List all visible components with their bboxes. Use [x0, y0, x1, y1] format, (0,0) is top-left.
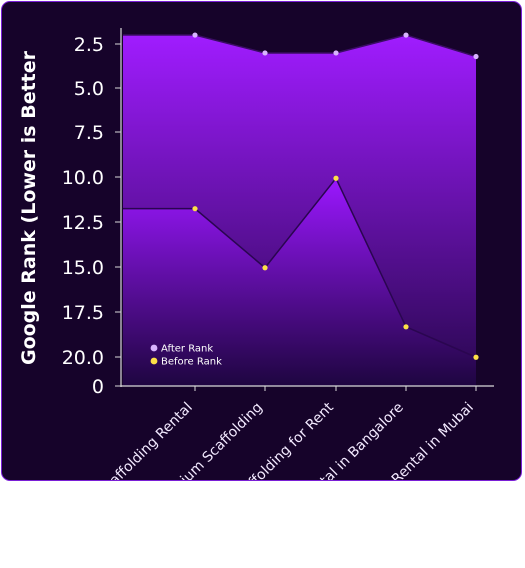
- before-rank-point: [473, 354, 479, 360]
- y-tick-label: 17.5: [62, 302, 104, 324]
- after-rank-point: [333, 50, 339, 56]
- before-rank-point: [403, 324, 409, 330]
- y-axis-label: Google Rank (Lower is Better: [18, 50, 40, 365]
- y-tick-label: 12.5: [62, 212, 104, 234]
- y-tick-label: 2.5: [74, 34, 104, 56]
- y-tick-label: 5.0: [74, 78, 104, 100]
- y-tick-label: 20.0: [62, 347, 104, 369]
- y-tick-label: 7.5: [74, 122, 104, 144]
- line-after-rank: [123, 34, 477, 58]
- area-before-rank: [123, 178, 476, 386]
- x-tick-label: Premium Scaffolding: [152, 400, 266, 481]
- after-rank-point: [403, 32, 409, 38]
- x-tick-label: Scaffolding Rental: [95, 400, 196, 481]
- chart-card: 2.5 5.0 7.5 10.0 12.5 15.0 17.5 20.0 0 Scaffoldi…: [1, 1, 522, 481]
- after-rank-point: [473, 53, 479, 60]
- legend-label: After Rank: [161, 344, 213, 355]
- y-tick-label: 15.0: [62, 257, 104, 279]
- rank-chart: 2.5 5.0 7.5 10.0 12.5 15.0 17.5 20.0 0 Scaffoldi…: [18, 28, 494, 481]
- before-rank-point: [192, 206, 198, 212]
- after-rank-point: [262, 50, 268, 56]
- legend-label: Before Rank: [161, 357, 222, 368]
- legend-marker: [150, 344, 158, 352]
- line-before-rank: [123, 176, 477, 358]
- after-rank-point: [192, 32, 198, 38]
- y-tick-label: 10.0: [62, 167, 104, 189]
- before-rank-point: [262, 265, 268, 271]
- legend-marker: [150, 357, 158, 365]
- y-tick-label: 0: [92, 376, 104, 398]
- before-rank-point: [333, 175, 339, 181]
